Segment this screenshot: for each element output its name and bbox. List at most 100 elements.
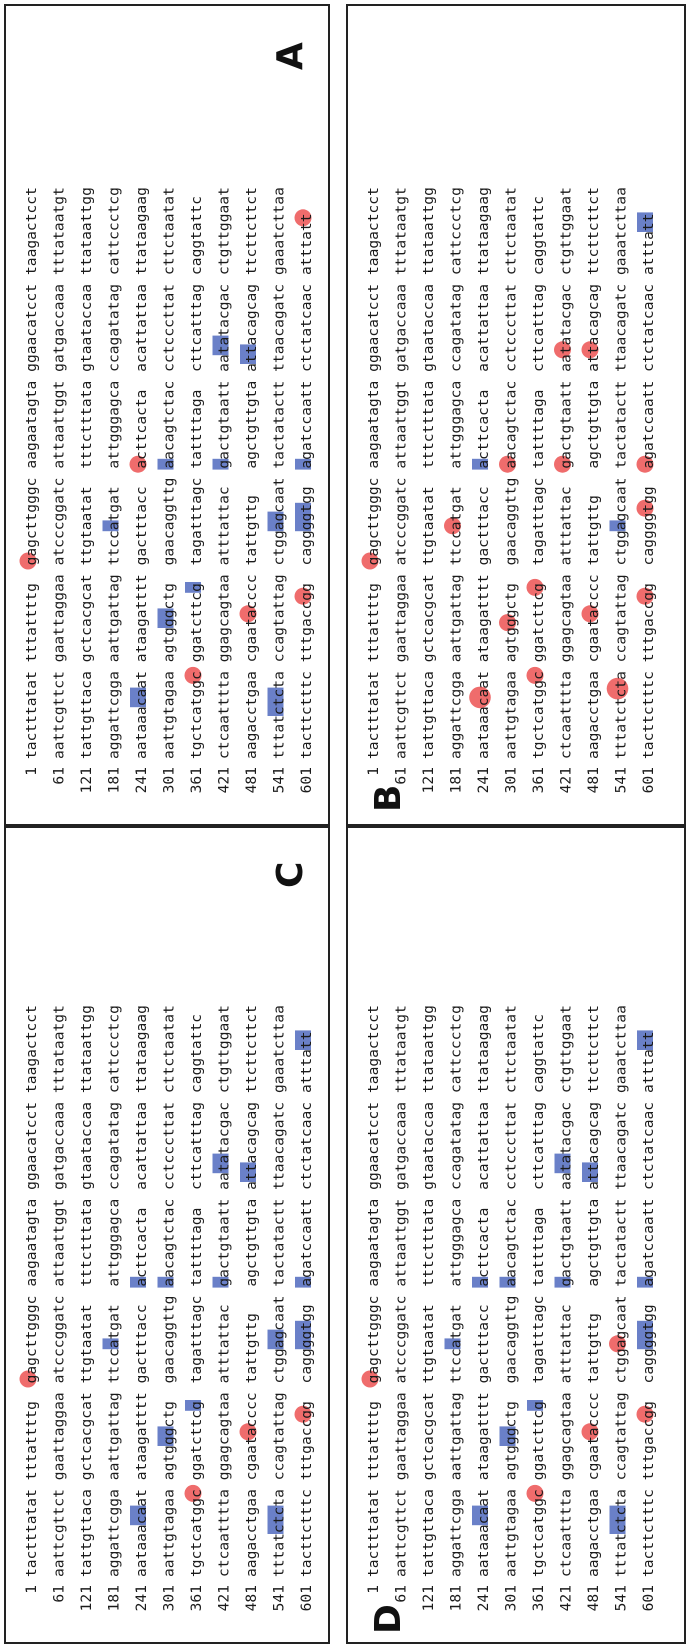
sequence-block-text: ttataattgg: [78, 187, 95, 275]
sequence-block-text: gaacaggttg: [161, 478, 178, 566]
highlight-box: [157, 1276, 174, 1288]
sequence-block-text: ttaacagatc: [271, 1102, 288, 1190]
sequence-block-text: cattccctcg: [106, 187, 123, 275]
sequence-block-text: cattccctcg: [448, 187, 465, 275]
sequence-block-text: atttatt: [298, 213, 315, 275]
sequence-block-text: acattattaa: [133, 284, 150, 372]
highlight-box: [582, 1162, 598, 1182]
highlight-circle: [554, 341, 571, 359]
highlight-circle: [554, 455, 571, 473]
sequence-block-text: ggaacatcct: [23, 284, 40, 372]
sequence-block-text: ttataattgg: [420, 1005, 437, 1093]
sequence-block: 1 tactttatat tttattttg gagcttgggc aagaatagta…: [19, 1005, 315, 1611]
row-number: 601: [640, 1585, 657, 1611]
sequence-block-text: atcccggatc: [393, 478, 410, 566]
sequence-block-text: ccagtattag: [613, 1392, 630, 1480]
sequence-block-text: ccagtattag: [271, 1392, 288, 1480]
panels-root: 1 tactttatat tttattttg gagcttgggc aagaatagta…: [4, 4, 686, 1644]
sequence-block-text: ctcaatttta: [558, 671, 575, 759]
row-number: 241: [133, 767, 150, 793]
highlight-box: [609, 520, 626, 532]
sequence-block-text: ctctatcaac: [640, 284, 657, 372]
sequence-block-text: acttcacta: [475, 390, 492, 469]
sequence-block-text: taagactcct: [365, 1005, 382, 1093]
sequence-block-text: atttatt: [640, 1031, 657, 1093]
sequence-block-text: tgctcatggc: [530, 671, 547, 759]
row-number: 301: [503, 1585, 520, 1611]
sequence-block-text: ttcttcttct: [585, 187, 602, 275]
sequence-block-text: agatccaatt: [298, 1199, 315, 1287]
sequence-block-text: tattgttg: [243, 495, 260, 565]
sequence-block-text: ggaacatcct: [365, 284, 382, 372]
sequence-block-text: acattattaa: [133, 1102, 150, 1190]
row-number: 121: [78, 767, 95, 793]
highlight-circle: [361, 1370, 379, 1388]
panel-label: B: [368, 785, 409, 812]
sequence-block-text: tactatactt: [613, 1199, 630, 1287]
sequence-block-text: cttctaatat: [161, 1005, 178, 1093]
row-number: 121: [420, 1585, 437, 1611]
sequence-block-text: atcccggatc: [393, 1296, 410, 1384]
row-number: 481: [585, 1585, 602, 1611]
sequence-block-text: ggagcagtaa: [558, 1392, 575, 1480]
sequence-block-text: ccagtattag: [613, 574, 630, 662]
highlight-box: [295, 1320, 311, 1350]
sequence-block-text: attacagcag: [243, 1102, 260, 1190]
sequence-block-text: tttatctcta: [613, 1489, 630, 1577]
sequence-block-text: tttgaccgg: [640, 1401, 657, 1480]
row-number: 421: [216, 1585, 233, 1611]
sequence-block-text: atttattac: [558, 486, 575, 565]
sequence-block-text: tgctcatggc: [188, 671, 205, 759]
sequence-block-text: ttataagaag: [133, 187, 150, 275]
sequence-block-text: ccagatatag: [448, 1102, 465, 1190]
sequence-block-text: tgctcatggc: [188, 1489, 205, 1577]
sequence-block-text: tattttaga: [530, 1208, 547, 1287]
sequence-block-text: ggagcagtaa: [216, 1392, 233, 1480]
sequence-block-text: aattgattag: [448, 1392, 465, 1480]
highlight-circle: [361, 552, 379, 570]
sequence-block-text: ctgttggaat: [558, 187, 575, 275]
highlight-circle: [636, 455, 654, 473]
sequence-block-text: aattgattag: [106, 1392, 123, 1480]
row-number: 241: [475, 1585, 492, 1611]
sequence-block-text: aattgattag: [448, 574, 465, 662]
sequence-block-text: tagatttagc: [530, 478, 547, 566]
sequence-block-text: aggattcgga: [106, 671, 123, 759]
row-number: 61: [51, 767, 68, 785]
sequence-block-text: attaattggt: [393, 381, 410, 469]
sequence-block-text: tttctttata: [78, 1199, 95, 1287]
highlight-circle: [499, 614, 516, 632]
highlight-circle: [469, 686, 491, 709]
sequence-block-text: tattgttg: [585, 1313, 602, 1383]
sequence-block: 1 tactttatat tttattttg gagcttgggc aagaatagta…: [361, 1005, 657, 1611]
sequence-block-text: cgaatacccc: [585, 1392, 602, 1480]
sequence-block-text: aattcgttct: [393, 671, 410, 759]
sequence-block-text: ataagatttt: [133, 1392, 150, 1480]
sequence-block-text: ttgtaatat: [78, 1304, 95, 1383]
sequence-block-text: attaattggt: [393, 1199, 410, 1287]
sequence-block-text: atttattac: [216, 486, 233, 565]
highlight-box: [472, 458, 488, 470]
sequence-block-text: tacttctttc: [640, 671, 657, 759]
sequence-block-text: tactatactt: [271, 381, 288, 469]
highlight-box: [240, 344, 256, 364]
panel-c: 1 tactttatat tttattttg gagcttgggc aagaatagta…: [4, 826, 330, 1644]
sequence-block-text: tttataatgt: [393, 1005, 410, 1093]
highlight-box: [295, 1276, 311, 1288]
row-number: 301: [503, 767, 520, 793]
sequence-block-text: tttatctcta: [271, 671, 288, 759]
sequence-block-text: ttataagaag: [475, 187, 492, 275]
sequence-block-text: ttcttcttct: [585, 1005, 602, 1093]
sequence-block-text: ctggagcaat: [613, 1296, 630, 1384]
highlight-box: [130, 687, 146, 708]
sequence-block-text: agtgggctg: [161, 1401, 178, 1480]
highlight-box: [472, 1505, 488, 1526]
sequence-block-text: tattttaga: [188, 1208, 205, 1287]
highlight-circle: [526, 666, 544, 684]
sequence-block-text: ctgttggaat: [558, 1005, 575, 1093]
highlight-box: [267, 1505, 284, 1534]
highlight-box: [554, 1276, 571, 1288]
sequence-block-text: tttctttata: [420, 381, 437, 469]
sequence-block-text: tttataatgt: [51, 1005, 68, 1093]
sequence-block-text: ccagtattag: [271, 574, 288, 662]
